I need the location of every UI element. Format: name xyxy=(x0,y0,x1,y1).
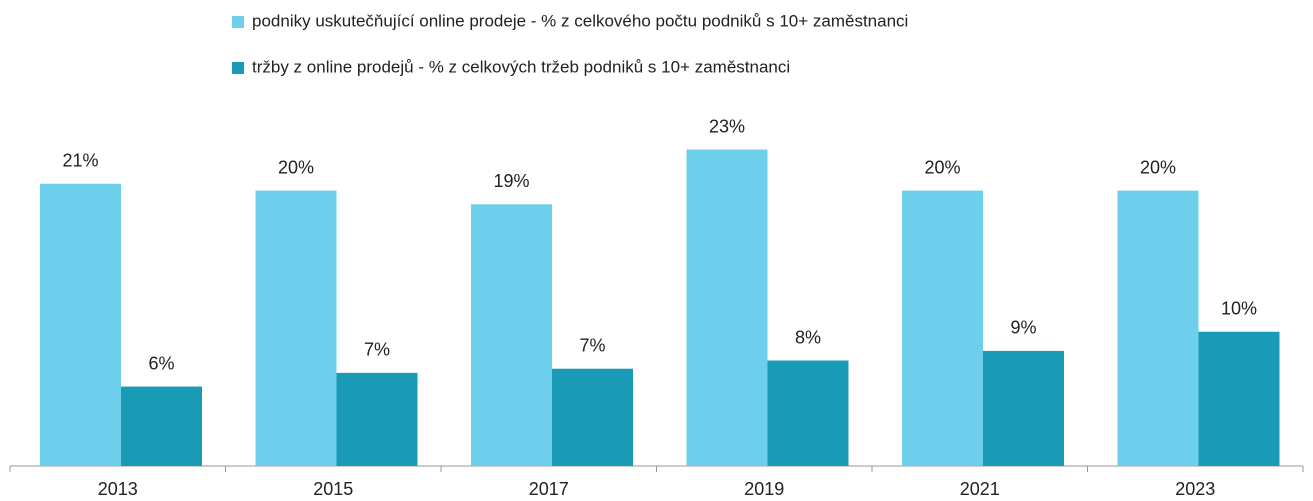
legend-label: tržby z online prodejů - % z celkových t… xyxy=(252,57,790,76)
x-tick-label: 2021 xyxy=(960,479,1000,499)
value-label: 7% xyxy=(579,335,605,355)
bar xyxy=(471,204,552,466)
value-label: 23% xyxy=(709,116,745,136)
bar xyxy=(767,360,849,466)
value-label: 19% xyxy=(493,171,529,191)
bar xyxy=(983,350,1064,466)
bar xyxy=(1117,190,1199,466)
legend-label: podniky uskutečňující online prodeje - %… xyxy=(252,11,908,30)
value-label: 21% xyxy=(62,151,98,171)
x-tick-label: 2017 xyxy=(529,479,569,499)
bar xyxy=(255,190,337,466)
x-tick-label: 2019 xyxy=(744,479,784,499)
value-label: 6% xyxy=(148,353,174,373)
value-label: 10% xyxy=(1221,298,1257,318)
x-tick-label: 2015 xyxy=(313,479,353,499)
value-label: 20% xyxy=(1140,157,1176,177)
bar xyxy=(40,183,121,466)
value-label: 8% xyxy=(795,327,821,347)
legend-swatch xyxy=(232,16,244,28)
legend-swatch xyxy=(232,62,244,74)
x-tick-label: 2023 xyxy=(1175,479,1215,499)
bar xyxy=(121,386,202,466)
x-tick-label: 2013 xyxy=(98,479,138,499)
bar xyxy=(902,190,983,466)
value-label: 20% xyxy=(278,157,314,177)
bar xyxy=(686,149,768,466)
bar xyxy=(1198,331,1280,466)
value-label: 7% xyxy=(364,340,390,360)
bar xyxy=(336,372,418,466)
bar xyxy=(552,368,633,466)
value-label: 20% xyxy=(924,157,960,177)
value-label: 9% xyxy=(1010,318,1036,338)
